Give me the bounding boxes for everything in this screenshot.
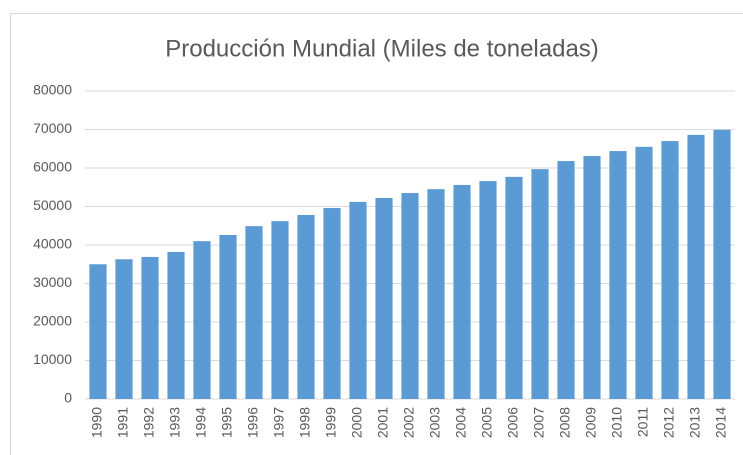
x-tick-label: 2002 <box>401 407 417 438</box>
x-tick-label: 1998 <box>297 407 313 438</box>
x-tick-label: 2014 <box>713 407 729 438</box>
x-tick-label: 1995 <box>219 407 235 438</box>
x-tick-label: 2008 <box>557 407 573 438</box>
bar <box>89 264 107 399</box>
y-tick-label: 60000 <box>33 159 72 175</box>
bar <box>245 226 263 399</box>
bar <box>401 193 419 399</box>
x-tick-label: 2000 <box>349 407 365 438</box>
bar <box>557 161 575 399</box>
y-tick-label: 80000 <box>33 82 72 98</box>
bar <box>505 176 523 399</box>
bar <box>271 221 289 399</box>
y-tick-label: 70000 <box>33 120 72 136</box>
x-tick-label: 2006 <box>505 407 521 438</box>
y-tick-label: 30000 <box>33 274 72 290</box>
bar <box>297 214 315 399</box>
x-tick-label: 1996 <box>245 407 261 438</box>
chart-title: Producción Mundial (Miles de toneladas) <box>165 35 599 62</box>
bar <box>609 151 627 399</box>
bar <box>323 208 341 399</box>
x-tick-label: 2001 <box>375 407 391 438</box>
x-tick-label: 2005 <box>479 407 495 438</box>
x-tick-label: 1993 <box>167 407 183 438</box>
bar <box>687 134 705 399</box>
y-tick-label: 20000 <box>33 313 72 329</box>
x-tick-label: 2009 <box>583 407 599 438</box>
x-tick-label: 1994 <box>193 407 209 438</box>
x-tick-label: 2012 <box>661 407 677 438</box>
y-tick-label: 10000 <box>33 351 72 367</box>
bar <box>635 146 653 399</box>
bar <box>115 259 133 399</box>
x-tick-label: 2011 <box>635 407 651 437</box>
bar <box>349 201 367 399</box>
x-tick-label: 1991 <box>115 407 131 438</box>
bar <box>427 189 445 399</box>
x-tick-label: 2004 <box>453 407 469 438</box>
y-tick-label: 0 <box>64 390 72 406</box>
x-tick-label: 2007 <box>531 407 547 438</box>
x-tick-label: 1997 <box>271 407 287 438</box>
x-tick-label: 2013 <box>687 407 703 438</box>
bar <box>583 156 601 399</box>
bar <box>661 141 679 400</box>
bar <box>479 181 497 399</box>
x-tick-label: 1992 <box>141 407 157 438</box>
bar <box>531 169 549 399</box>
bar <box>219 234 237 399</box>
bar <box>375 198 393 399</box>
x-tick-label: 1990 <box>89 407 105 438</box>
bar <box>167 251 185 399</box>
y-tick-label: 50000 <box>33 197 72 213</box>
bar <box>713 129 731 399</box>
y-tick-label: 40000 <box>33 236 72 252</box>
x-tick-label: 2010 <box>609 407 625 438</box>
bar <box>141 256 159 399</box>
bar <box>193 241 211 399</box>
x-tick-label: 1999 <box>323 407 339 438</box>
bar <box>453 184 471 399</box>
x-tick-label: 2003 <box>427 407 443 438</box>
